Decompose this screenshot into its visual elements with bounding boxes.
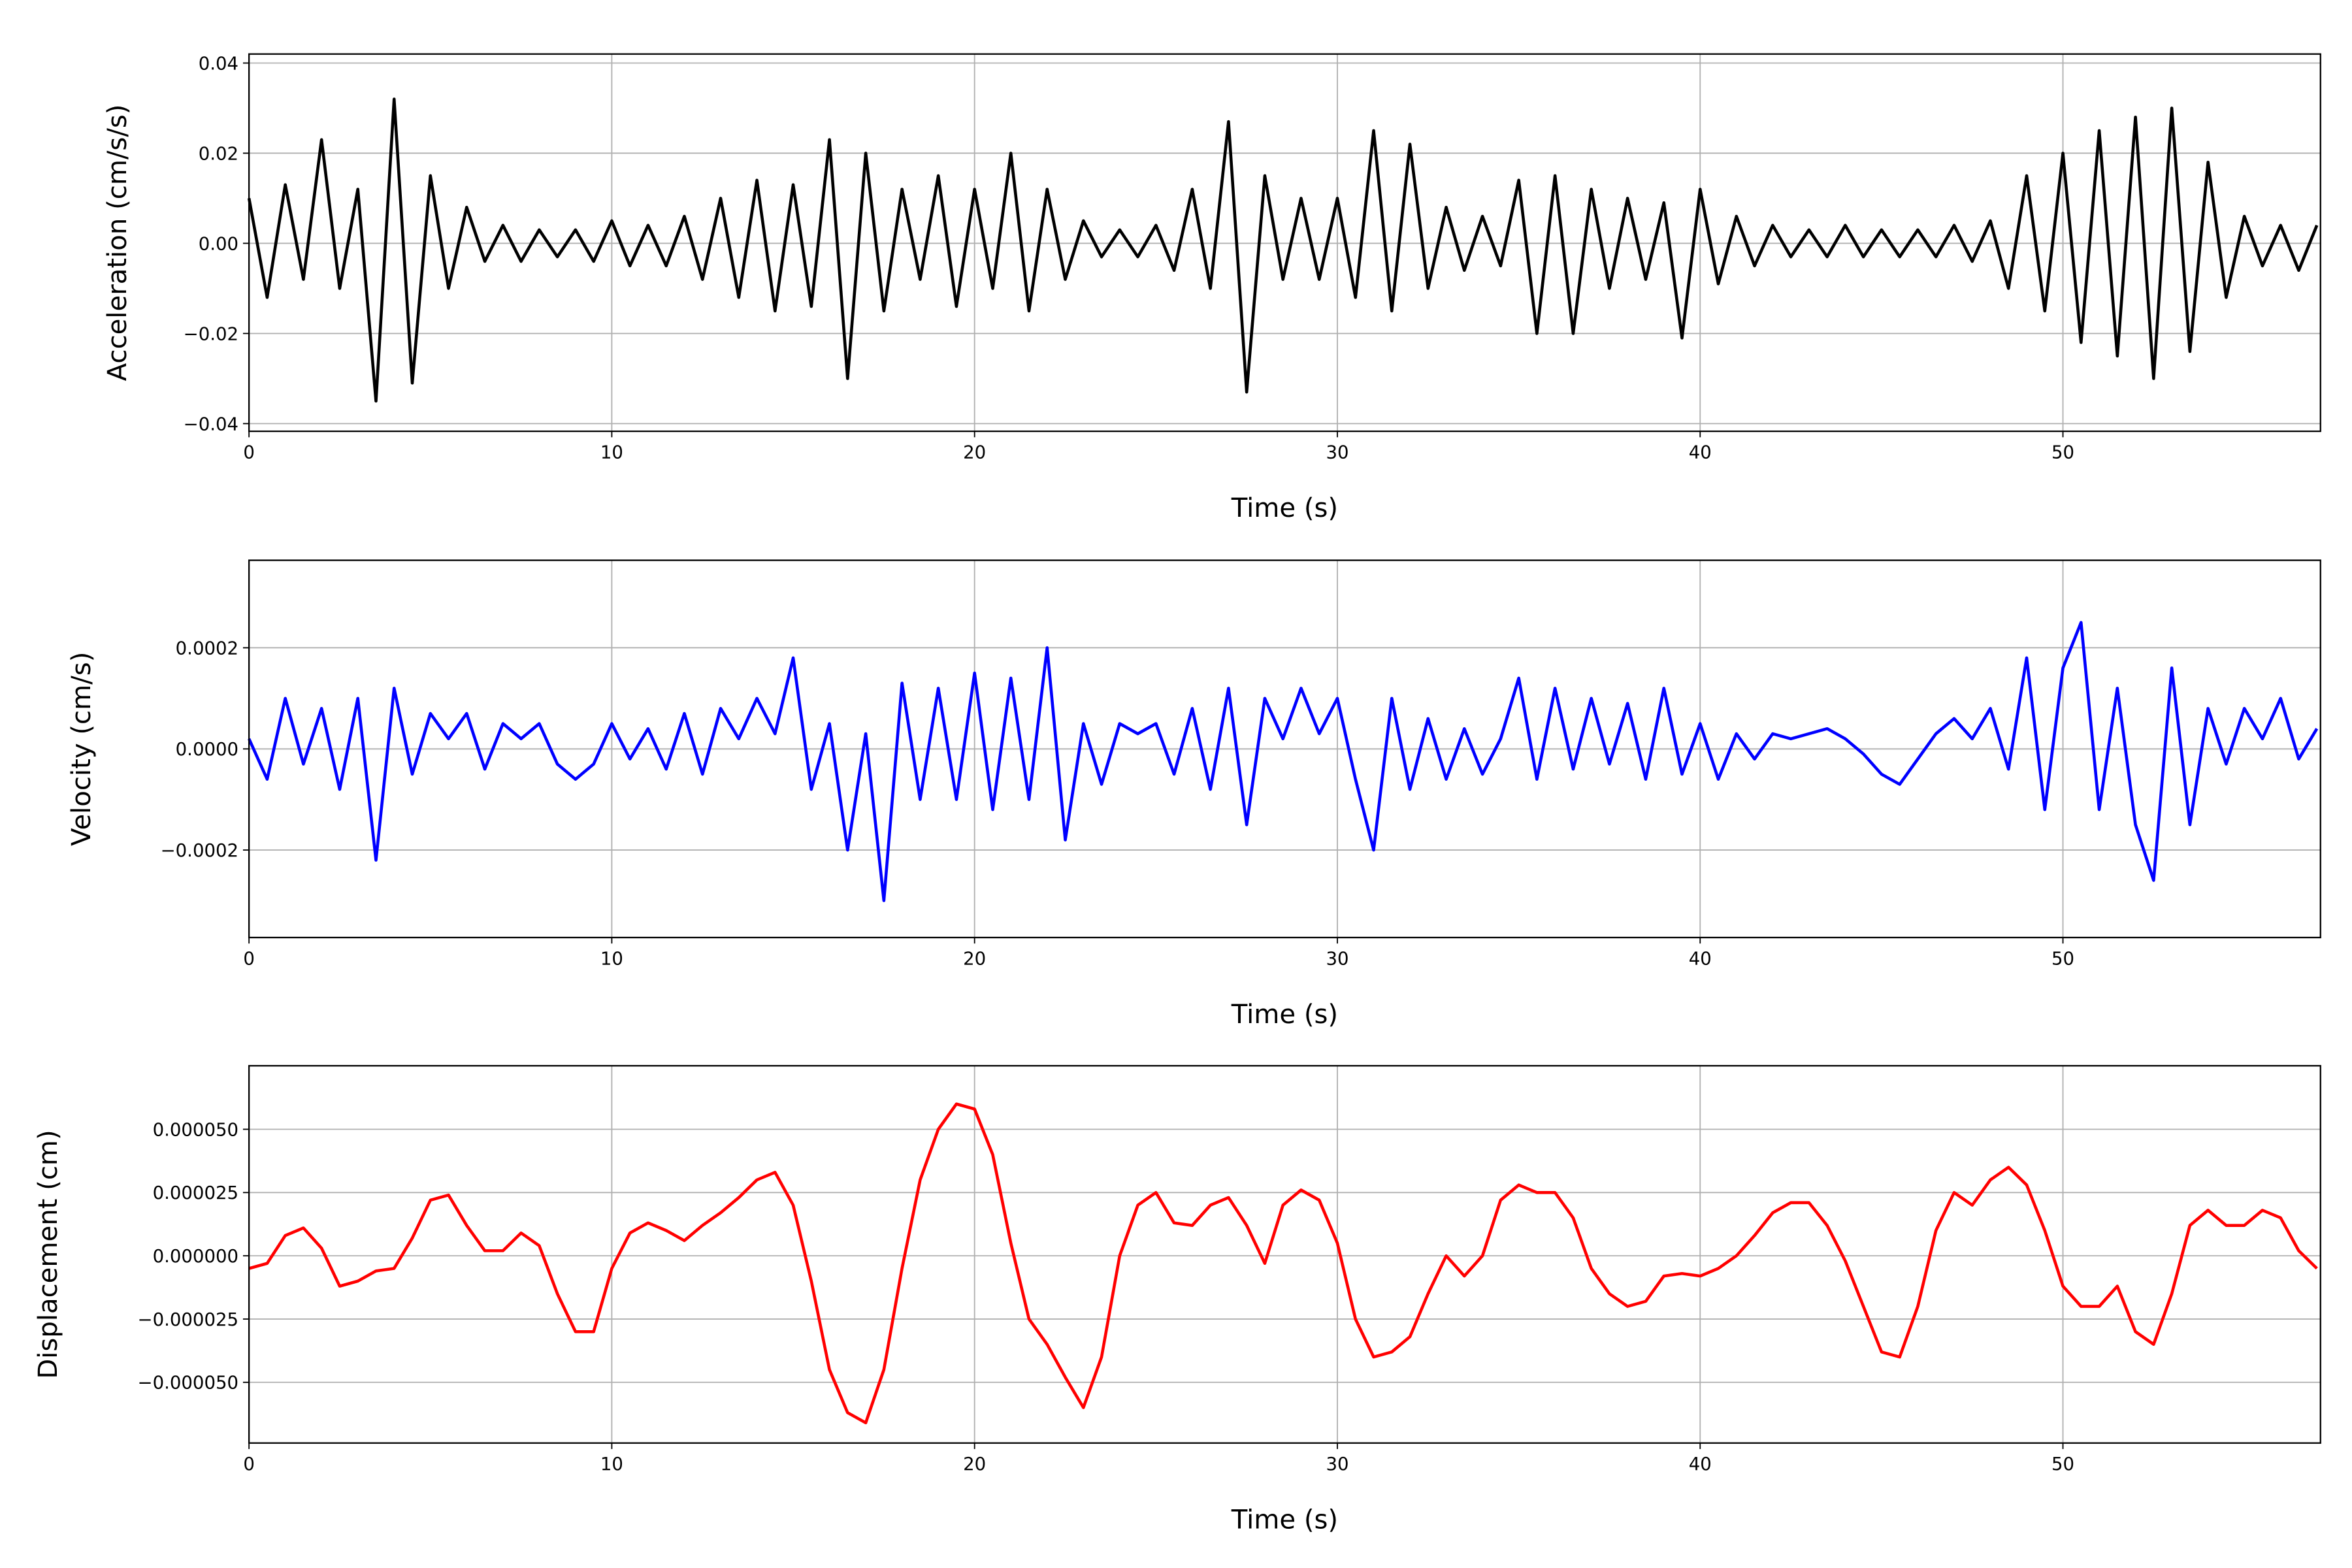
x-tick-label: 10: [600, 442, 623, 463]
y-tick-label: −0.000025: [138, 1309, 239, 1330]
data-line: [247, 97, 2319, 403]
x-tick-label: 50: [2051, 442, 2074, 463]
y-axis-label: Acceleration (cm/s/s): [103, 105, 133, 382]
x-tick-label: 0: [243, 948, 255, 969]
x-tick-label: 40: [1689, 442, 1712, 463]
x-tick-label: 20: [963, 1454, 986, 1475]
x-tick-label: 0: [243, 442, 255, 463]
data-line: [248, 621, 2319, 902]
x-tick-label: 0: [243, 1454, 255, 1475]
y-tick-label: 0.000025: [153, 1183, 238, 1203]
x-tick-label: 30: [1326, 1454, 1348, 1475]
x-tick-label: 50: [2051, 1454, 2074, 1475]
x-tick-label: 50: [2051, 948, 2074, 969]
plot-frame: [248, 53, 2321, 433]
y-tick-label: 0.02: [199, 143, 238, 164]
x-tick-label: 40: [1689, 1454, 1712, 1475]
x-tick-label: 10: [600, 1454, 623, 1475]
y-tick-label: −0.000050: [138, 1373, 239, 1394]
x-tick-label: 10: [600, 948, 623, 969]
x-tick-label: 20: [963, 948, 986, 969]
x-axis-label: Time (s): [1231, 493, 1338, 523]
plot-frame: [248, 1065, 2321, 1444]
x-tick-label: 40: [1689, 948, 1712, 969]
data-line: [248, 1102, 2318, 1425]
y-tick-label: 0.000000: [153, 1246, 238, 1267]
y-tick-label: 0.00: [199, 233, 238, 254]
y-tick-label: 0.04: [199, 53, 238, 74]
y-tick-label: −0.04: [184, 414, 238, 434]
y-tick-label: −0.02: [184, 323, 238, 344]
x-tick-label: 30: [1326, 442, 1348, 463]
plot-frame: [248, 559, 2321, 939]
x-tick-label: 30: [1326, 948, 1348, 969]
x-axis-label: Time (s): [1231, 1505, 1338, 1535]
y-tick-label: 0.000050: [153, 1119, 238, 1140]
y-tick-label: 0.0000: [176, 739, 238, 760]
x-tick-label: 20: [963, 442, 986, 463]
x-axis-label: Time (s): [1231, 1000, 1338, 1030]
y-tick-label: 0.0002: [176, 638, 238, 659]
y-tick-label: −0.0002: [161, 840, 238, 861]
y-axis-label: Displacement (cm): [33, 1130, 63, 1379]
y-axis-label: Velocity (cm/s): [67, 652, 97, 846]
